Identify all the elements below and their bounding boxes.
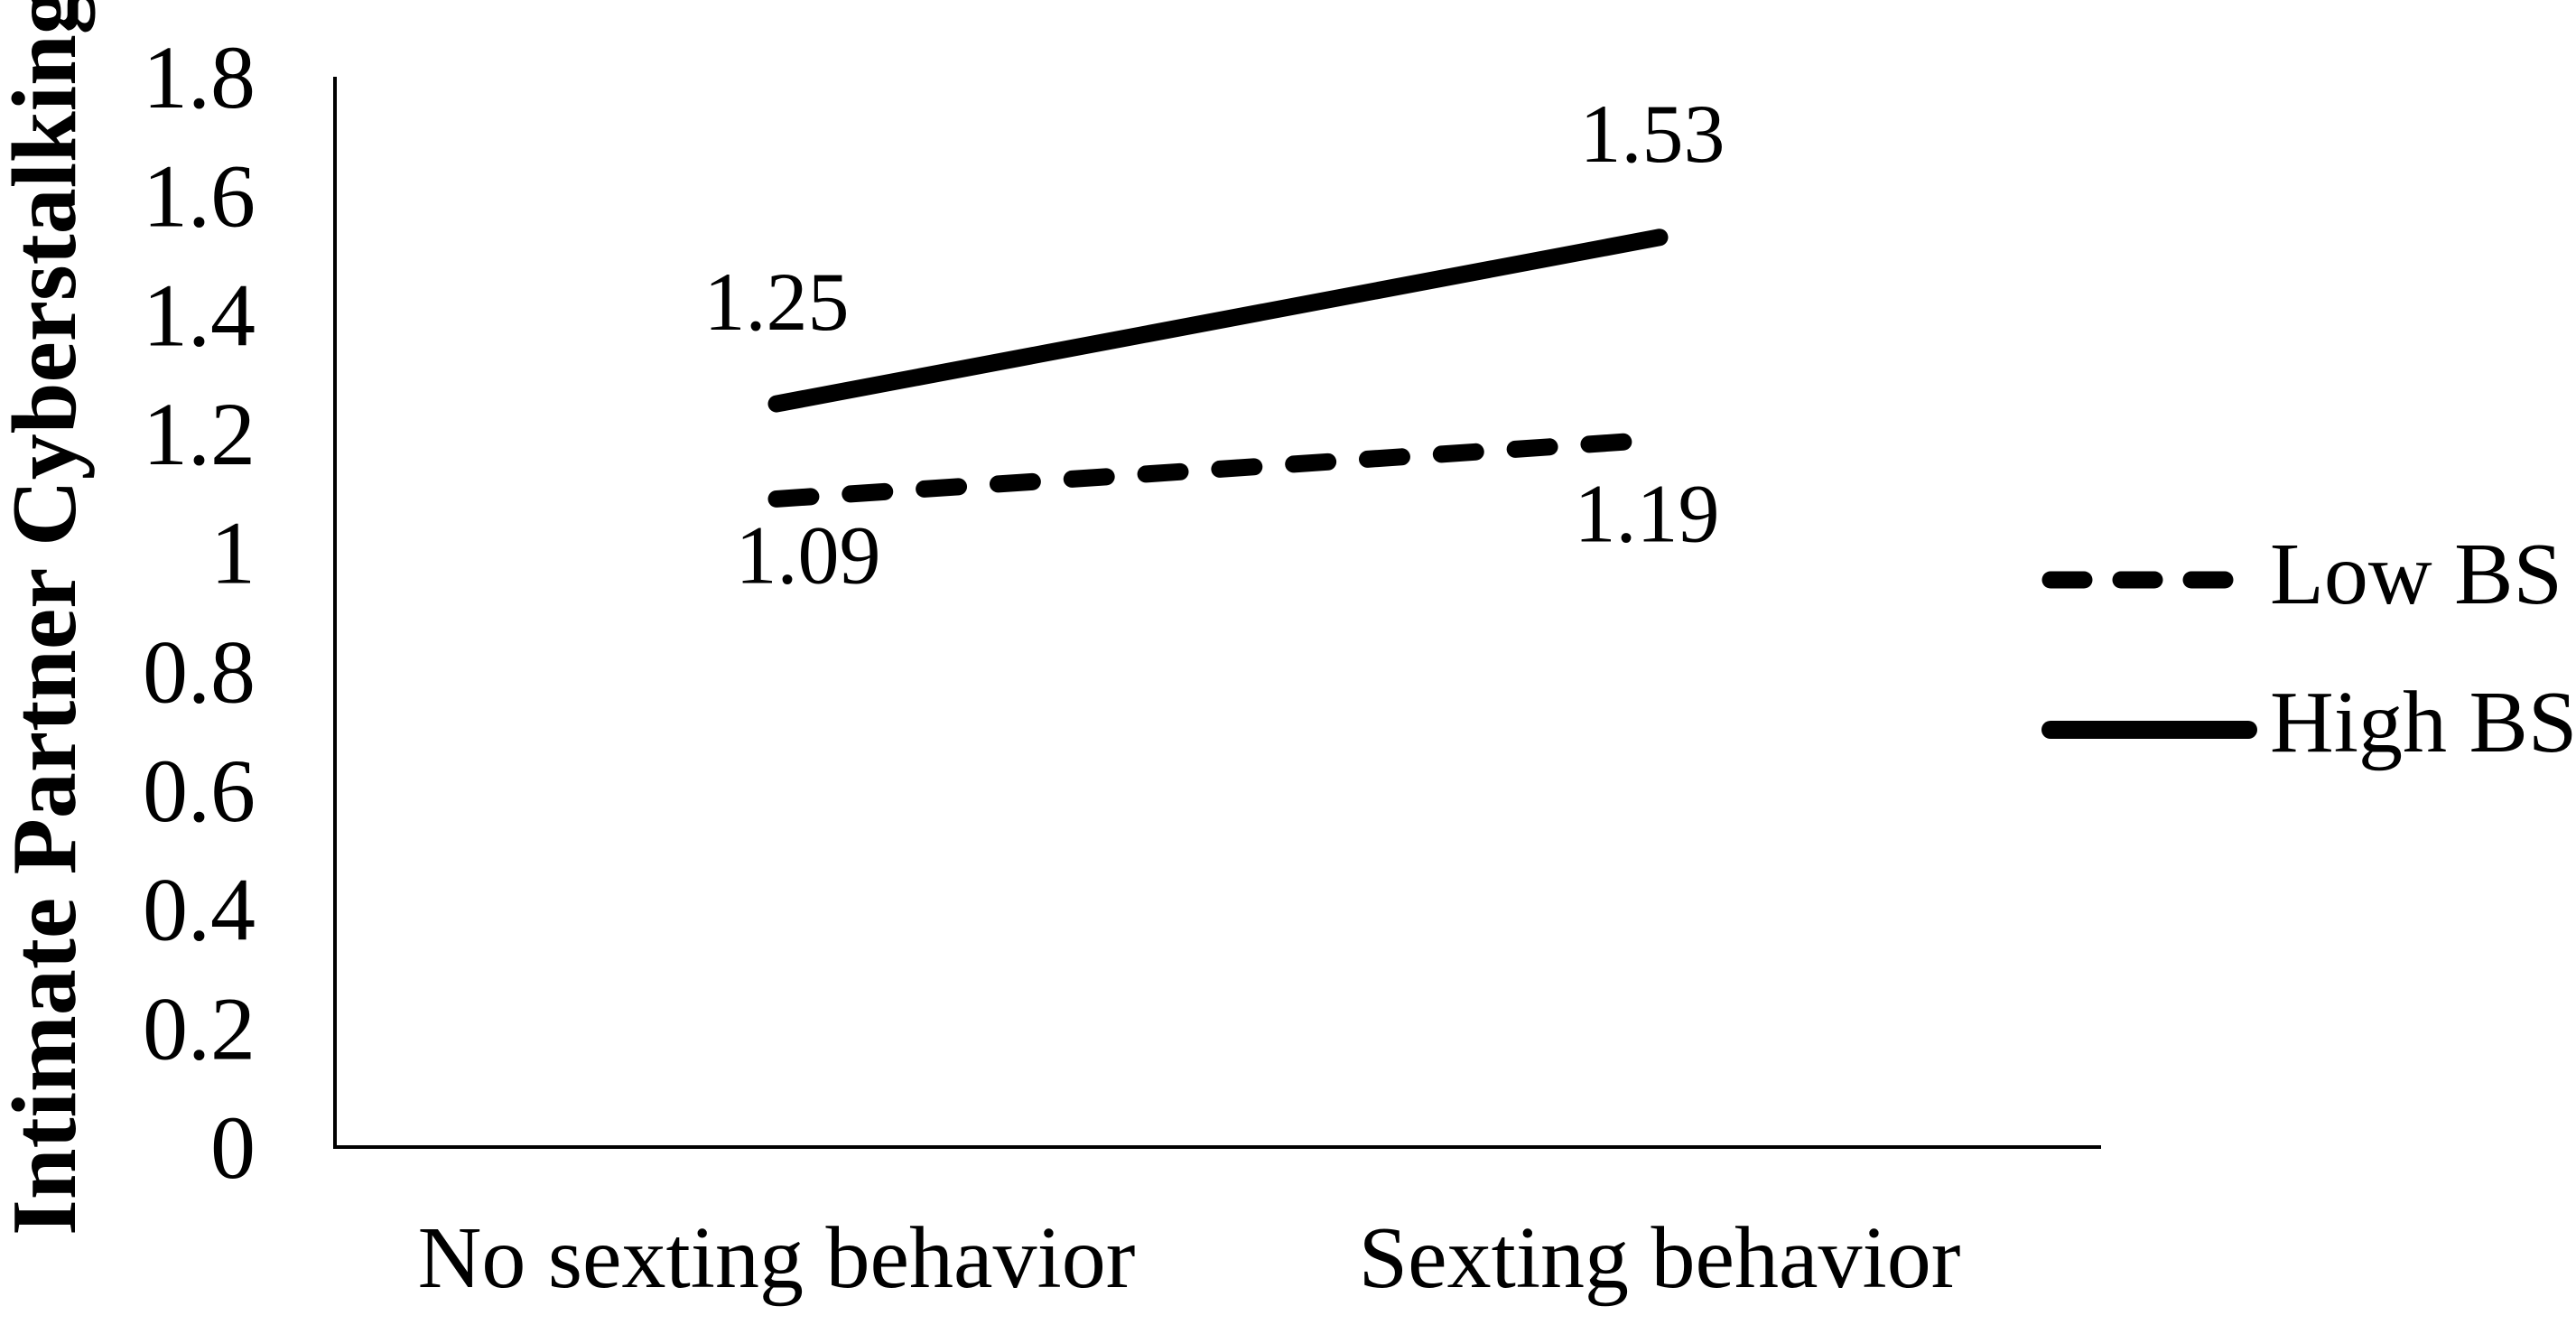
axes-line: [333, 77, 2101, 1149]
data-label-low-bs-1: 1.19: [1575, 468, 1720, 560]
data-label-high-bs-0: 1.25: [704, 256, 850, 348]
legend: Low BS High BS: [2041, 526, 2576, 771]
legend-item-high-bs: High BS: [2041, 674, 2576, 771]
y-tick-label: 1.6: [143, 146, 256, 247]
series-line-low-bs: [767, 431, 1669, 508]
legend-item-low-bs: Low BS: [2041, 526, 2562, 623]
y-tick-label: 1: [210, 503, 256, 603]
y-tick-label: 0.6: [143, 741, 256, 841]
y-tick-label: 1.8: [143, 27, 256, 127]
legend-label-low-bs: Low BS: [2270, 526, 2562, 623]
y-tick-label: 0: [210, 1097, 256, 1198]
y-tick-label: 0.2: [143, 978, 256, 1078]
data-label-low-bs-0: 1.09: [736, 509, 881, 601]
y-tick-label: 0.4: [143, 860, 256, 960]
x-category-label-no-sexting-behavior: No sexting behavior: [418, 1209, 1136, 1307]
series-line-high-bs: [767, 229, 1669, 413]
legend-label-high-bs: High BS: [2270, 674, 2576, 771]
x-category-label-sexting-behavior: Sexting behavior: [1359, 1209, 1961, 1307]
y-axis-title: Intimate Partner Cyberstalking: [0, 0, 96, 1236]
data-label-high-bs-1: 1.53: [1580, 88, 1725, 180]
y-tick-label: 1.4: [143, 265, 256, 365]
y-tick-label: 0.8: [143, 621, 256, 722]
y-tick-label: 1.2: [143, 384, 256, 484]
